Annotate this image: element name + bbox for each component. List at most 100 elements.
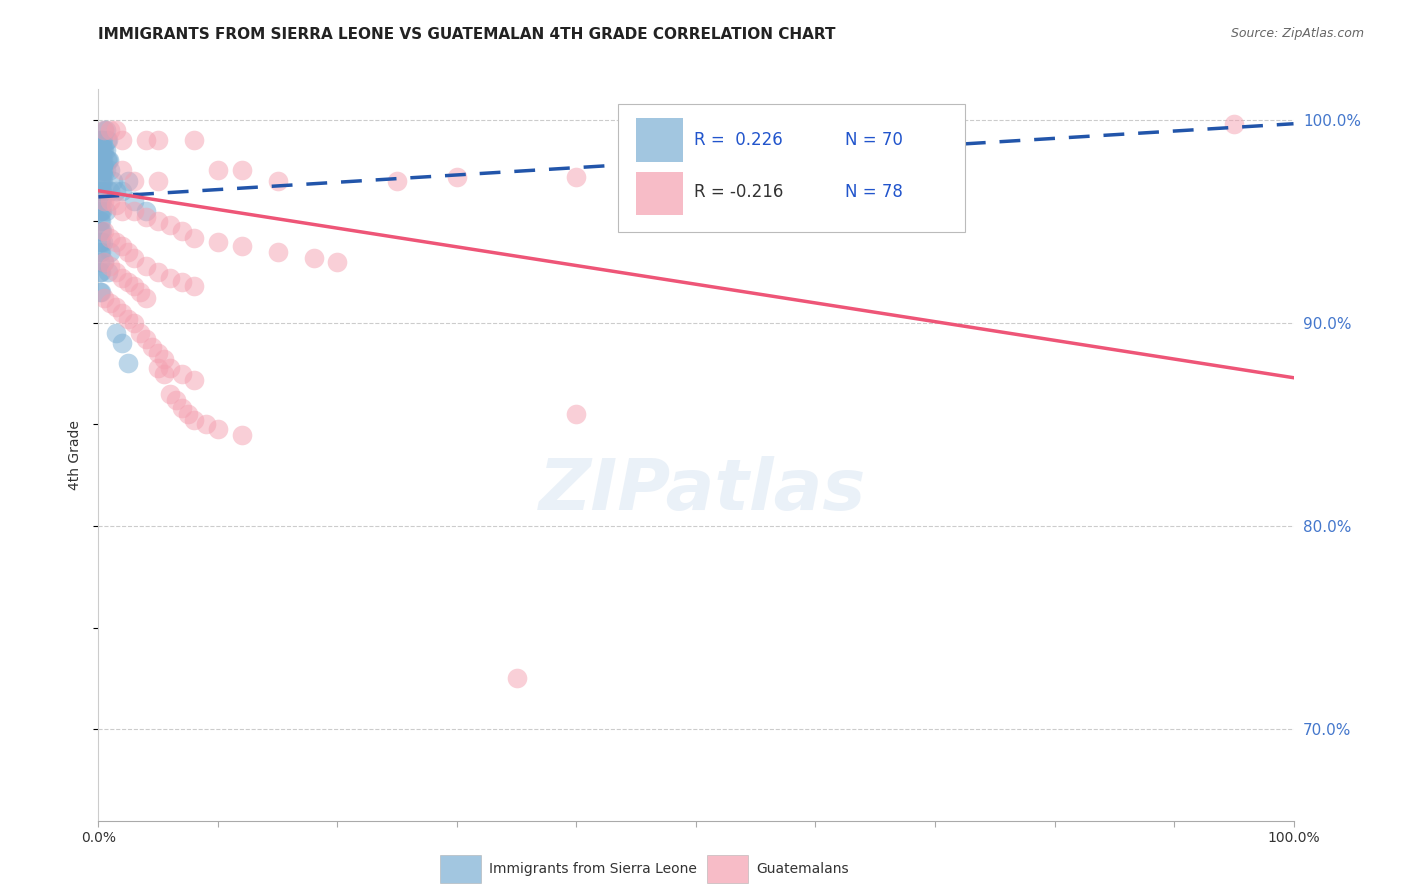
Point: [172, 224, 194, 238]
Point: [91, 163, 114, 178]
Point: [111, 163, 134, 178]
Point: [90, 265, 112, 279]
Point: [159, 271, 181, 285]
Point: [1222, 117, 1246, 131]
Point: [89, 224, 111, 238]
Point: [90, 174, 112, 188]
Point: [148, 214, 170, 228]
Point: [91, 235, 114, 249]
Point: [105, 235, 128, 249]
Point: [90, 143, 112, 157]
Point: [165, 393, 187, 408]
Point: [97, 265, 120, 279]
Point: [94, 163, 117, 178]
Point: [111, 271, 134, 285]
Point: [91, 163, 114, 178]
Text: R = -0.216: R = -0.216: [693, 184, 783, 202]
Point: [89, 174, 111, 188]
Point: [94, 123, 117, 137]
Point: [207, 421, 229, 435]
Point: [135, 211, 157, 225]
Point: [302, 251, 325, 265]
Point: [94, 143, 117, 157]
Point: [94, 204, 117, 219]
Point: [111, 133, 134, 147]
Point: [90, 244, 112, 259]
Point: [90, 285, 112, 300]
Point: [91, 194, 114, 208]
Point: [135, 332, 157, 346]
Point: [91, 143, 114, 157]
Point: [93, 163, 115, 178]
Point: [111, 204, 134, 219]
FancyBboxPatch shape: [619, 103, 965, 232]
Point: [194, 417, 218, 432]
Text: N = 78: N = 78: [845, 184, 903, 202]
Point: [105, 198, 128, 212]
Point: [183, 279, 205, 293]
Text: R =  0.226: R = 0.226: [693, 130, 782, 149]
Point: [96, 153, 118, 168]
Point: [89, 285, 111, 300]
Point: [207, 163, 229, 178]
Point: [98, 295, 122, 310]
Point: [97, 153, 120, 168]
Point: [177, 407, 200, 421]
Point: [148, 265, 170, 279]
Point: [565, 169, 588, 184]
Point: [111, 238, 134, 252]
Point: [105, 300, 128, 314]
Point: [148, 346, 170, 360]
Point: [267, 244, 290, 259]
Point: [117, 174, 139, 188]
Point: [565, 407, 588, 421]
Point: [90, 153, 112, 168]
Point: [117, 311, 139, 326]
Point: [135, 259, 157, 273]
Point: [231, 238, 253, 252]
Point: [506, 672, 529, 686]
Point: [93, 123, 115, 137]
Point: [91, 153, 114, 168]
Point: [159, 219, 181, 233]
Point: [89, 163, 111, 178]
Point: [98, 153, 121, 168]
Text: IMMIGRANTS FROM SIERRA LEONE VS GUATEMALAN 4TH GRADE CORRELATION CHART: IMMIGRANTS FROM SIERRA LEONE VS GUATEMAL…: [98, 27, 837, 42]
Point: [93, 255, 115, 269]
Point: [135, 204, 157, 219]
Point: [124, 194, 146, 208]
Point: [124, 204, 146, 219]
Point: [98, 184, 122, 198]
Point: [111, 306, 134, 320]
Point: [90, 163, 112, 178]
Point: [159, 360, 181, 375]
Point: [105, 265, 128, 279]
Point: [96, 133, 118, 147]
Point: [207, 235, 229, 249]
Point: [129, 326, 152, 340]
Point: [91, 153, 114, 168]
Point: [93, 292, 115, 306]
Point: [89, 133, 111, 147]
Point: [98, 259, 122, 273]
Point: [385, 174, 409, 188]
Point: [183, 133, 205, 147]
Point: [98, 123, 122, 137]
Point: [91, 204, 114, 219]
Point: [124, 251, 146, 265]
Point: [148, 360, 170, 375]
Point: [105, 184, 128, 198]
Point: [98, 230, 122, 244]
Point: [89, 194, 111, 208]
Point: [101, 174, 124, 188]
Text: Guatemalans: Guatemalans: [756, 862, 849, 876]
Point: [117, 244, 139, 259]
Point: [93, 123, 115, 137]
Point: [124, 316, 146, 330]
Point: [446, 169, 468, 184]
Point: [89, 255, 111, 269]
Point: [153, 352, 176, 367]
Point: [97, 133, 120, 147]
Point: [183, 373, 205, 387]
Point: [153, 367, 176, 381]
